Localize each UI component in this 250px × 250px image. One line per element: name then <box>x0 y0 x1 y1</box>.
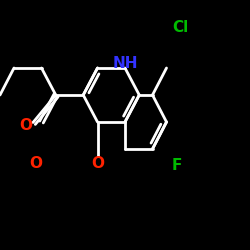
Text: O: O <box>91 156 104 170</box>
Text: O: O <box>30 156 43 170</box>
Text: O: O <box>19 118 32 132</box>
Text: Cl: Cl <box>172 20 188 35</box>
Text: NH: NH <box>112 56 138 72</box>
Text: F: F <box>171 158 182 172</box>
